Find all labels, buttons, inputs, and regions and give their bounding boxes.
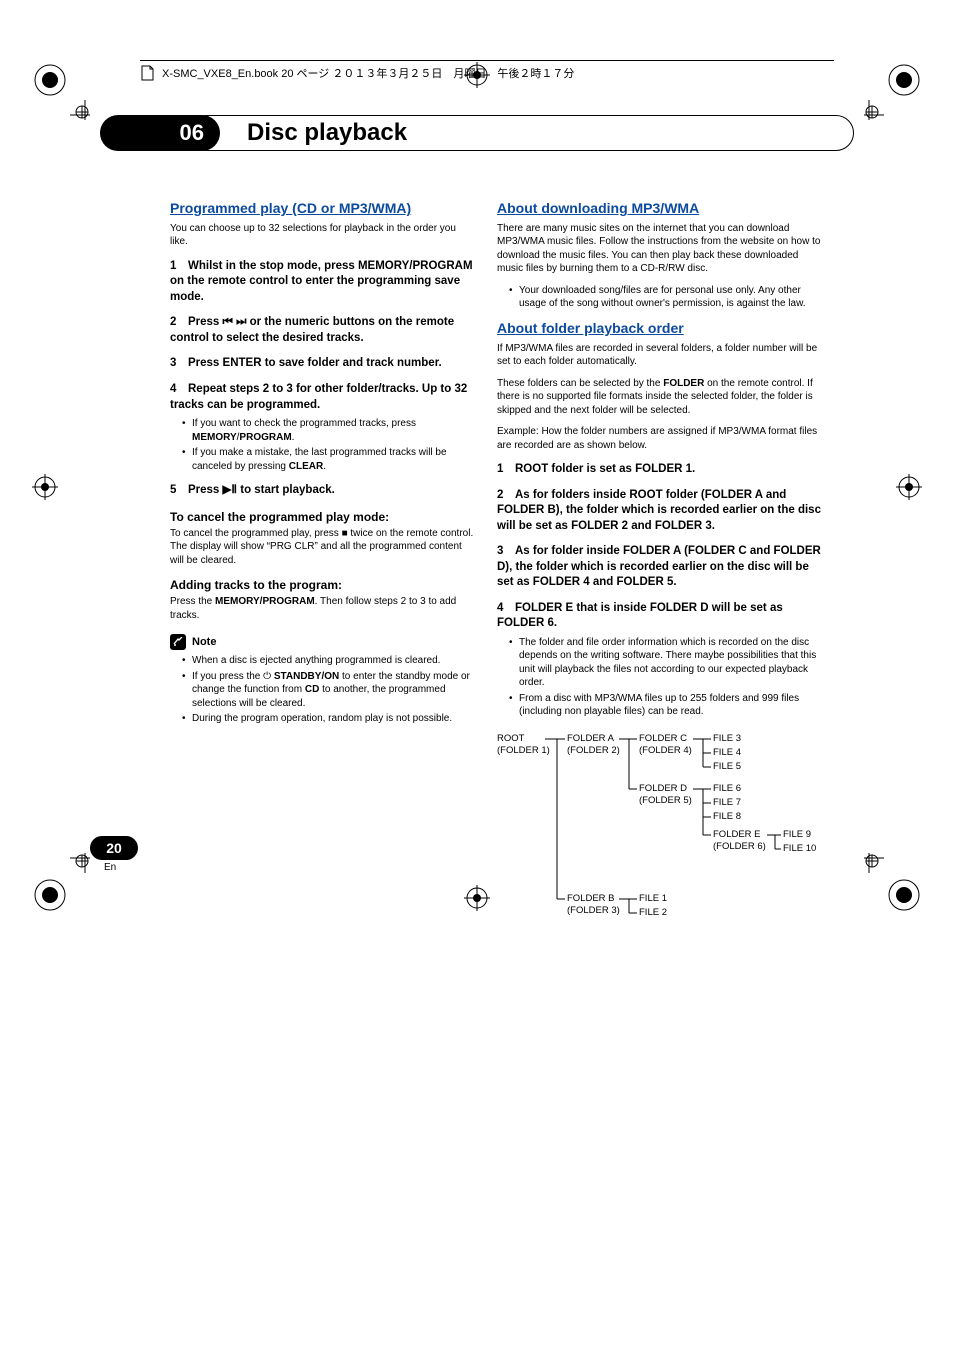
crop-mark-icon [462,883,492,913]
folder-tree-diagram: ROOT (FOLDER 1) FOLDER A (FOLDER 2) FOLD… [497,729,824,933]
svg-text:FILE 2: FILE 2 [639,907,667,918]
left-column: Programmed play (CD or MP3/WMA) You can … [170,191,475,933]
bullet: When a disc is ejected anything programm… [182,654,475,668]
note-row: Note [170,634,475,650]
step-2-text-a: Press [188,316,223,328]
bullet: The folder and file order information wh… [509,636,824,690]
svg-text:FILE 1: FILE 1 [639,893,667,904]
bullet: From a disc with MP3/WMA files up to 255… [509,692,824,719]
play-pause-icon: ▶Ⅱ [223,484,238,496]
crop-mark-icon [894,472,924,502]
cancel-heading: To cancel the programmed play mode: [170,509,475,525]
note-label: Note [192,635,216,650]
page-number: 20 [90,836,138,860]
svg-text:ROOT: ROOT [497,733,525,744]
svg-text:FILE 10: FILE 10 [783,843,816,854]
svg-text:FOLDER D: FOLDER D [639,783,687,794]
crop-mark-icon [462,60,492,90]
crop-mark-icon [864,60,924,120]
folder-tree-svg: ROOT (FOLDER 1) FOLDER A (FOLDER 2) FOLD… [497,729,837,929]
svg-text:(FOLDER 4): (FOLDER 4) [639,745,692,756]
svg-text:FILE 9: FILE 9 [783,829,811,840]
note-icon [170,634,186,650]
paragraph: If MP3/WMA files are recorded in several… [497,342,824,369]
folder-step-2: 2As for folders inside ROOT folder (FOLD… [497,488,824,535]
svg-text:(FOLDER 2): (FOLDER 2) [567,745,620,756]
svg-text:(FOLDER 5): (FOLDER 5) [639,795,692,806]
power-icon: ⏻ [263,671,271,682]
svg-text:FILE 8: FILE 8 [713,811,741,822]
svg-text:(FOLDER 3): (FOLDER 3) [567,905,620,916]
svg-text:FOLDER A: FOLDER A [567,733,615,744]
prev-track-icon: ⏮ [223,316,233,328]
crop-mark-icon [864,853,924,913]
step-1: 1Whilst in the stop mode, press MEMORY/P… [170,259,475,306]
bullet: If you press the ⏻ STANDBY/ON to enter t… [182,670,475,711]
step-5: 5Press ▶Ⅱ to start playback. [170,483,475,499]
paragraph: These folders can be selected by the FOL… [497,377,824,418]
folder-step-3: 3As for folder inside FOLDER A (FOLDER C… [497,544,824,591]
chapter-number: 06 [100,115,220,151]
svg-text:FOLDER E: FOLDER E [713,829,761,840]
note-bullets: When a disc is ejected anything programm… [182,654,475,726]
add-heading: Adding tracks to the program: [170,577,475,593]
svg-text:FILE 5: FILE 5 [713,761,741,772]
download-bullets: Your downloaded song/files are for perso… [509,284,824,311]
step-1-text: Whilst in the stop mode, press MEMORY/PR… [170,260,473,303]
language-code: En [104,862,138,873]
paragraph: Example: How the folder numbers are assi… [497,425,824,452]
svg-text:FILE 6: FILE 6 [713,783,741,794]
section-title: About folder playback order [497,319,824,338]
step-5-text-b: to start playback. [237,484,335,496]
page-footer: 20 En [90,836,138,873]
right-column: About downloading MP3/WMA There are many… [497,191,824,933]
folder-step-1: 1ROOT folder is set as FOLDER 1. [497,462,824,478]
step-5-text-a: Press [188,484,223,496]
svg-text:FILE 7: FILE 7 [713,797,741,808]
svg-text:(FOLDER 1): (FOLDER 1) [497,745,550,756]
next-track-icon: ⏭ [236,316,246,328]
intro-text: You can choose up to 32 selections for p… [170,222,475,249]
svg-text:FILE 3: FILE 3 [713,733,741,744]
section-title: About downloading MP3/WMA [497,199,824,218]
svg-text:FOLDER C: FOLDER C [639,733,687,744]
bullet: If you want to check the programmed trac… [182,417,475,444]
crop-mark-icon [30,472,60,502]
step-2: 2Press ⏮ ⏭ or the numeric buttons on the… [170,315,475,346]
book-icon [140,65,154,81]
folder-step-4: 4FOLDER E that is inside FOLDER D will b… [497,601,824,632]
bullet: During the program operation, random pla… [182,712,475,726]
crop-mark-icon [30,60,90,120]
svg-text:FILE 4: FILE 4 [713,747,741,758]
crop-mark-icon [30,853,90,913]
svg-text:(FOLDER 6): (FOLDER 6) [713,841,766,852]
chapter-title: Disc playback [247,119,407,147]
section-title: Programmed play (CD or MP3/WMA) [170,199,475,218]
step-4: 4Repeat steps 2 to 3 for other folder/tr… [170,382,475,413]
bullet: Your downloaded song/files are for perso… [509,284,824,311]
add-text: Press the MEMORY/PROGRAM. Then follow st… [170,595,475,622]
chapter-title-wrap: Disc playback [188,115,854,151]
step-4-bullets: If you want to check the programmed trac… [182,417,475,473]
paragraph: There are many music sites on the intern… [497,222,824,276]
book-header-text: X-SMC_VXE8_En.book 20 ページ ２０１３年３月２５日 月曜日… [162,65,574,81]
cancel-text: To cancel the programmed play, press ■ t… [170,527,475,568]
step-3: 3Press ENTER to save folder and track nu… [170,356,475,372]
chapter-bar: 06 Disc playback [40,115,854,151]
bullet: If you make a mistake, the last programm… [182,446,475,473]
svg-text:FOLDER B: FOLDER B [567,893,615,904]
folder-bullets: The folder and file order information wh… [509,636,824,719]
step-3-text: Press ENTER to save folder and track num… [188,357,442,369]
step-4-text: Repeat steps 2 to 3 for other folder/tra… [170,383,467,411]
